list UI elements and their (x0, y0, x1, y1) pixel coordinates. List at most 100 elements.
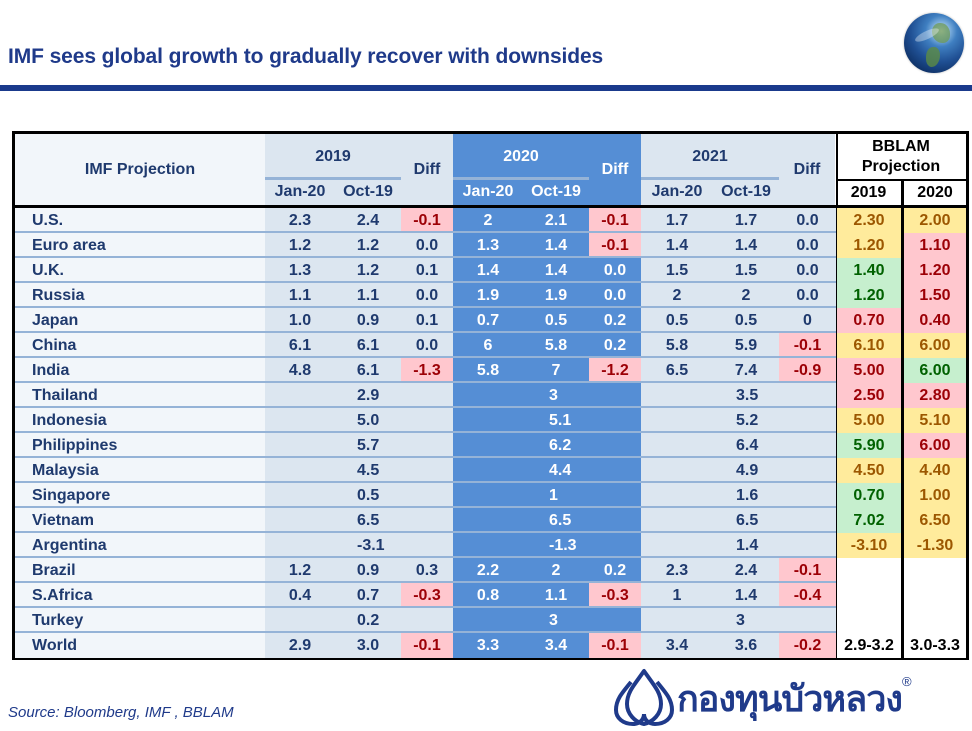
bblam-2019: 0.70 (836, 308, 901, 333)
value-2021: 5.2 (641, 408, 836, 433)
value-2020-jan20: 1.3 (453, 233, 523, 258)
header-bblam-2020: 2020 (904, 181, 966, 205)
value-2019-oct19: 1.2 (335, 233, 401, 258)
registered-mark: ® (902, 674, 912, 689)
row-separator (15, 481, 836, 484)
row-separator (15, 431, 836, 434)
row-separator (15, 631, 836, 634)
value-2019-jan20: 6.1 (265, 333, 335, 358)
bblam-2020: 0.40 (904, 308, 966, 333)
bblam-2019: 0.70 (836, 483, 901, 508)
table-row: U.S. 2.3 2.4 -0.1 2 2.1 -0.1 1.7 1.7 0.0 2.30 2.00 (15, 208, 966, 234)
bblam-2019: 2.50 (836, 383, 901, 408)
bblam-2019: 7.02 (836, 508, 901, 533)
value-2019-oct19: 1.2 (335, 258, 401, 283)
value-2020-jan20: 2 (453, 208, 523, 233)
value-2019-oct19: 1.1 (335, 283, 401, 308)
value-2019: 6.5 (265, 508, 453, 533)
value-2021-diff: -0.1 (779, 558, 836, 583)
value-2021-diff: 0.0 (779, 233, 836, 258)
header-2021-jan20: Jan-20 (641, 179, 713, 205)
table-row: China 6.1 6.1 0.0 6 5.8 0.2 5.8 5.9 -0.1 6.10 6.00 (15, 333, 966, 359)
value-2020: -1.3 (453, 533, 641, 558)
bblam-2019: 2.9-3.2 (836, 633, 901, 658)
value-2019-jan20: 4.8 (265, 358, 335, 383)
table-row: Brazil 1.2 0.9 0.3 2.2 2 0.2 2.3 2.4 -0.1 (15, 558, 966, 584)
table-row: Indonesia 5.0 5.1 5.2 5.00 5.10 (15, 408, 966, 434)
table-row: Malaysia 4.5 4.4 4.9 4.50 4.40 (15, 458, 966, 484)
header-bblam-line1: BBLAM (872, 137, 930, 155)
header-2019-jan20: Jan-20 (265, 179, 335, 205)
value-2020-jan20: 3.3 (453, 633, 523, 658)
value-2019-diff: -0.3 (401, 583, 453, 608)
value-2021-diff: -0.1 (779, 333, 836, 358)
value-2021: 1.6 (641, 483, 836, 508)
value-2020-oct19: 2.1 (523, 208, 589, 233)
bblam-2020: 6.00 (904, 358, 966, 383)
row-label: U.S. (15, 208, 265, 233)
row-label: Euro area (15, 233, 265, 258)
value-2021-oct19: 1.4 (713, 583, 779, 608)
bblam-2019 (836, 608, 901, 633)
bblam-2019 (836, 583, 901, 608)
table-row: Euro area 1.2 1.2 0.0 1.3 1.4 -0.1 1.4 1.4 0.0 1.2… (15, 233, 966, 259)
value-2021-jan20: 5.8 (641, 333, 713, 358)
value-2019-diff: 0.0 (401, 233, 453, 258)
value-2021-oct19: 1.7 (713, 208, 779, 233)
bblam-2020: 5.10 (904, 408, 966, 433)
value-2021-oct19: 3.6 (713, 633, 779, 658)
value-2020-oct19: 2 (523, 558, 589, 583)
value-2021-diff: 0.0 (779, 258, 836, 283)
bblam-2020: 4.40 (904, 458, 966, 483)
value-2019-jan20: 1.2 (265, 558, 335, 583)
value-2021-jan20: 1.5 (641, 258, 713, 283)
bblam-2019: 2.30 (836, 208, 901, 233)
table-row: Thailand 2.9 3 3.5 2.50 2.80 (15, 383, 966, 409)
table-row: S.Africa 0.4 0.7 -0.3 0.8 1.1 -0.3 1 1.4 -0.4 (15, 583, 966, 609)
row-separator (15, 381, 836, 384)
row-separator (15, 231, 836, 234)
header-2019-oct19: Oct-19 (335, 179, 401, 205)
value-2019-oct19: 2.4 (335, 208, 401, 233)
value-2019: 0.5 (265, 483, 453, 508)
bblam-2020: 1.10 (904, 233, 966, 258)
value-2019-oct19: 6.1 (335, 358, 401, 383)
row-separator (15, 406, 836, 409)
value-2019-diff: 0.0 (401, 333, 453, 358)
value-2021: 1.4 (641, 533, 836, 558)
value-2019: 0.2 (265, 608, 453, 633)
row-label: Brazil (15, 558, 265, 583)
bblam-2020: 1.00 (904, 483, 966, 508)
value-2019-oct19: 0.9 (335, 558, 401, 583)
row-label: Russia (15, 283, 265, 308)
value-2020-diff: -0.1 (589, 233, 641, 258)
value-2020-jan20: 5.8 (453, 358, 523, 383)
row-separator (15, 256, 836, 259)
value-2021-oct19: 2.4 (713, 558, 779, 583)
value-2019-jan20: 1.1 (265, 283, 335, 308)
row-label: Singapore (15, 483, 265, 508)
table-row: Japan 1.0 0.9 0.1 0.7 0.5 0.2 0.5 0.5 0 0.70 0.40 (15, 308, 966, 334)
value-2020-oct19: 1.4 (523, 233, 589, 258)
header-2020-oct19: Oct-19 (523, 179, 589, 205)
value-2021-jan20: 2 (641, 283, 713, 308)
value-2021-jan20: 3.4 (641, 633, 713, 658)
bblam-2019 (836, 558, 901, 583)
value-2020-diff: 0.0 (589, 283, 641, 308)
row-separator (15, 506, 836, 509)
value-2021: 4.9 (641, 458, 836, 483)
value-2021-jan20: 1 (641, 583, 713, 608)
value-2021-diff: 0.0 (779, 208, 836, 233)
value-2020-oct19: 1.4 (523, 258, 589, 283)
value-2019: 4.5 (265, 458, 453, 483)
row-label: Malaysia (15, 458, 265, 483)
value-2020-diff: 0.2 (589, 308, 641, 333)
value-2019-oct19: 0.9 (335, 308, 401, 333)
row-separator (15, 306, 836, 309)
bblam-2020: 3.0-3.3 (904, 633, 966, 658)
value-2019-diff: 0.1 (401, 258, 453, 283)
value-2020-oct19: 0.5 (523, 308, 589, 333)
table-row: Argentina -3.1 -1.3 1.4 -3.10 -1.30 (15, 533, 966, 559)
bblam-2020: 2.00 (904, 208, 966, 233)
header-bblam: BBLAM Projection (836, 134, 966, 179)
